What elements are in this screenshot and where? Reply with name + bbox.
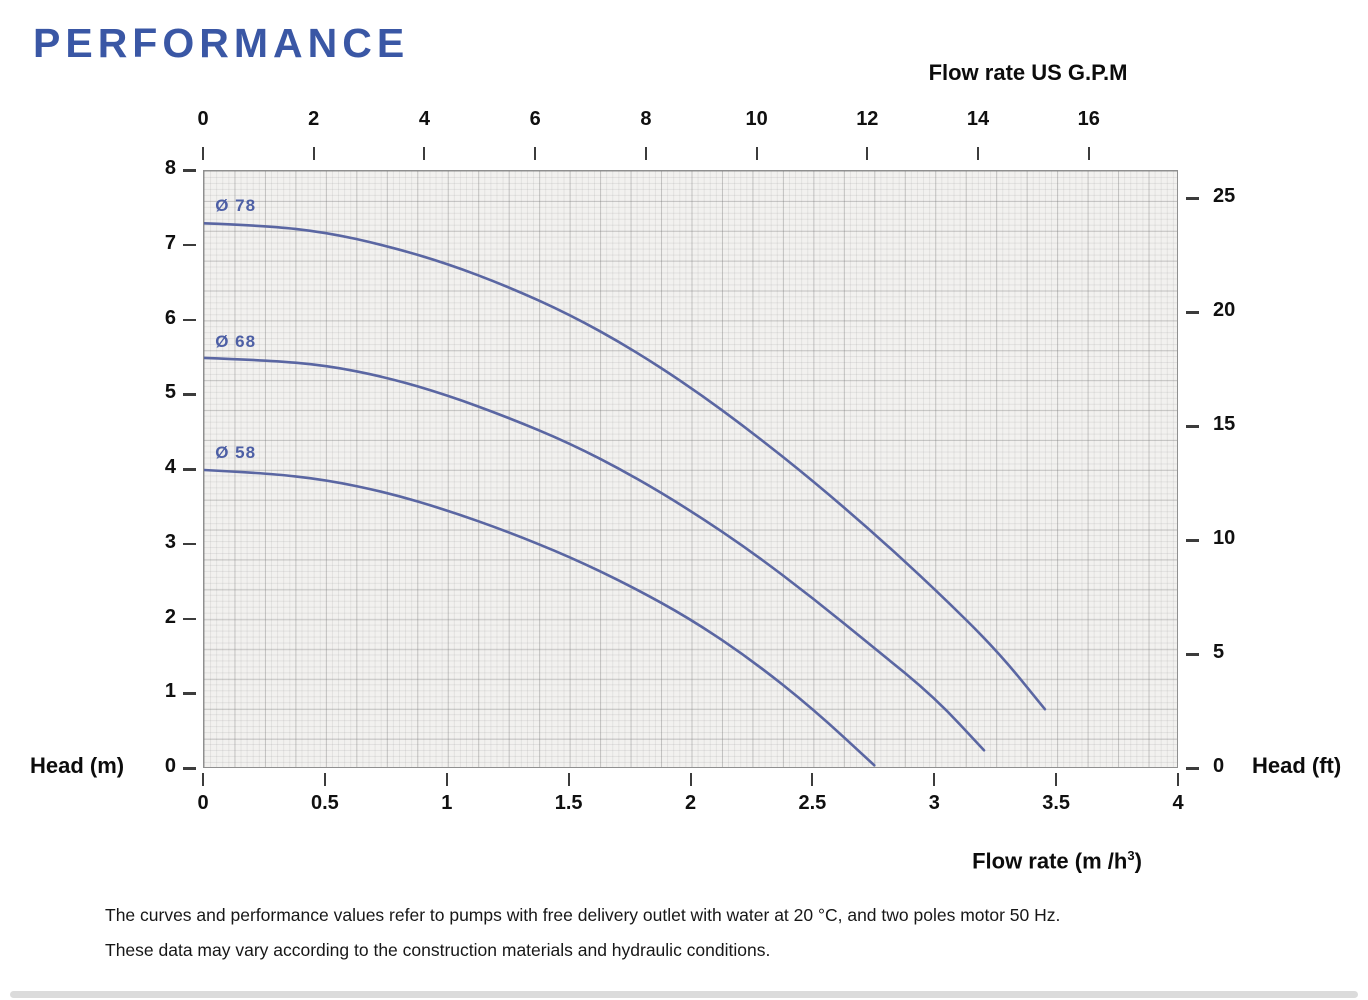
curve-68 [204, 356, 986, 752]
y-left-tick [183, 542, 196, 546]
x-bottom-tick [933, 773, 936, 786]
y-left-tick [183, 767, 196, 770]
y-left-tick [183, 318, 196, 321]
y-right-tick [1186, 197, 1199, 200]
x-axis-bottom-label: Flow rate (m /h3) [972, 848, 1142, 874]
y-right-tick [1186, 311, 1199, 314]
footer-note-line-2: These data may vary according to the con… [105, 940, 771, 960]
y-right-tick [1186, 653, 1199, 656]
x-bottom-tick-label: 2.5 [798, 792, 827, 814]
y-right-tick-label: 20 [1213, 299, 1236, 322]
y-left-tick [183, 468, 196, 471]
x-bottom-tick [689, 773, 692, 786]
y-axis-right-label: Head (ft) [1252, 753, 1342, 778]
x-top-tick [423, 147, 426, 160]
y-left-tick [183, 243, 196, 247]
x-bottom-tick-label: 0 [197, 792, 209, 814]
x-axis-bottom-label-suffix: ) [1134, 848, 1142, 874]
bottom-divider [10, 991, 1358, 998]
curves-svg [204, 222, 1047, 767]
curve-label-68: Ø 68 [215, 332, 257, 352]
y-left-tick-label: 0 [164, 755, 176, 777]
y-left-tick-label: 3 [164, 530, 176, 553]
x-top-tick [1087, 147, 1090, 160]
y-left-tick-label: 7 [164, 231, 176, 254]
y-left-tick [183, 692, 196, 695]
y-left-tick-label: 4 [164, 456, 176, 478]
x-bottom-tick-label: 2 [684, 792, 697, 814]
y-right-tick-label: 10 [1213, 527, 1236, 550]
curve-78 [204, 222, 1047, 711]
y-left-tick [183, 617, 196, 620]
y-right-tick-label: 25 [1213, 185, 1236, 208]
x-top-tick-label: 0 [197, 108, 209, 130]
x-axis-bottom-label-prefix: Flow rate (m /h [972, 848, 1128, 874]
x-top-tick [755, 147, 758, 160]
x-bottom-tick-label: 4 [1172, 792, 1184, 814]
y-right-tick [1186, 767, 1199, 770]
x-bottom-tick [811, 773, 814, 786]
x-top-tick [866, 147, 869, 160]
y-left-tick-label: 2 [164, 605, 176, 628]
x-bottom-tick [202, 773, 204, 786]
y-right-tick-label: 5 [1213, 641, 1225, 664]
x-bottom-tick-label: 1.5 [554, 792, 583, 814]
x-top-tick-label: 8 [640, 108, 652, 130]
x-bottom-tick-label: 0.5 [310, 792, 339, 814]
y-left-tick-label: 8 [164, 157, 176, 179]
x-top-tick-label: 2 [308, 108, 320, 130]
x-top-tick-label: 14 [966, 108, 990, 130]
y-left-tick [183, 393, 196, 396]
x-top-tick [312, 147, 315, 160]
x-bottom-tick [323, 773, 326, 786]
footer-note-line-1: The curves and performance values refer … [105, 905, 1061, 925]
y-right-tick [1186, 425, 1199, 428]
x-top-tick [202, 147, 204, 160]
y-right-tick [1186, 539, 1199, 542]
x-top-tick-label: 16 [1077, 108, 1100, 130]
y-left-tick-label: 6 [164, 306, 176, 329]
x-bottom-tick [567, 773, 570, 786]
x-axis-bottom-label-sup: 3 [1127, 848, 1135, 863]
y-right-tick-label: 0 [1213, 755, 1225, 777]
curve-label-58: Ø 58 [215, 442, 257, 462]
x-bottom-tick-label: 3.5 [1042, 792, 1071, 814]
x-bottom-tick [1177, 773, 1179, 786]
x-top-tick-label: 12 [856, 108, 879, 130]
x-bottom-tick [1055, 773, 1058, 786]
x-top-tick [977, 147, 980, 160]
y-axis-left-label: Head (m) [30, 753, 125, 778]
x-top-tick [644, 147, 647, 160]
x-bottom-tick-label: 3 [928, 792, 940, 814]
x-top-tick-label: 4 [418, 108, 430, 130]
curve-label-78: Ø 78 [215, 196, 257, 216]
x-top-tick [534, 147, 537, 160]
x-bottom-tick-label: 1 [441, 792, 453, 814]
y-left-tick-label: 5 [164, 381, 176, 404]
x-axis-top-label: Flow rate US G.P.M [928, 60, 1128, 85]
x-top-tick-label: 6 [529, 108, 541, 130]
plot-area [203, 170, 1178, 768]
page-title: PERFORMANCE [33, 20, 410, 66]
x-bottom-tick [445, 773, 448, 786]
y-right-tick-label: 15 [1213, 413, 1236, 436]
y-left-tick [183, 169, 196, 172]
x-top-tick-label: 10 [745, 108, 768, 130]
y-left-tick-label: 1 [164, 680, 176, 703]
curve-58 [204, 468, 876, 767]
